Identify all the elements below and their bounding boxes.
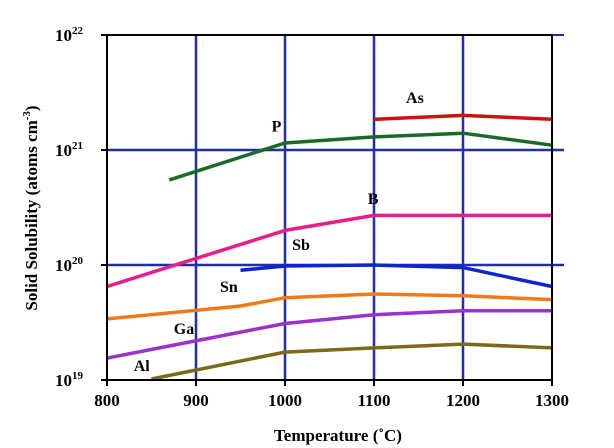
y-axis-title: Solid Solubility (atoms cm-3) [21,105,41,310]
series-line-as [373,113,553,122]
x-tick-label-1100: 1100 [357,391,390,410]
series-line-al [151,342,553,381]
series-label-b: B [368,191,379,208]
y-tick-label-20: 1020 [55,255,84,275]
x-tick-label-1200: 1200 [446,391,480,410]
x-tick-label-1300: 1300 [535,391,569,410]
series-lines [106,113,553,381]
series-label-ga: Ga [174,321,194,338]
tick-labels: 800 900 1000 1100 1200 1300 1019 1020 1021 1022 [55,25,569,410]
series-labels: As P B Sb Sn Ga Al [134,90,424,375]
y-axis-title-main: Solid Solubility (atoms cm [22,120,41,310]
x-tick-label-1000: 1000 [268,391,302,410]
y-tick-label-21: 1021 [55,140,83,160]
series-line-ga [106,309,552,360]
x-tick-label-900: 900 [183,391,209,410]
series-label-sn: Sn [220,279,238,296]
x-axis-title: Temperature (˚C) [274,426,402,445]
series-label-al: Al [134,358,151,375]
x-tick-label-800: 800 [94,391,120,410]
series-line-b [106,213,552,289]
svg-text:Solid Solubility (atoms cm-3): Solid Solubility (atoms cm-3) [21,105,41,310]
series-line-sn [106,292,553,321]
y-tick-label-19: 1019 [55,370,84,390]
y-axis-title-close: ) [22,105,41,111]
series-line-sb [240,263,553,289]
series-label-as: As [406,90,424,107]
y-tick-label-22: 1022 [55,25,84,45]
axes-frame [101,34,553,386]
series-line-p [168,131,553,182]
y-axis-title-exponent: -3 [21,111,33,121]
series-label-sb: Sb [292,237,310,254]
series-label-p: P [272,118,282,135]
plot-frame [106,34,553,381]
